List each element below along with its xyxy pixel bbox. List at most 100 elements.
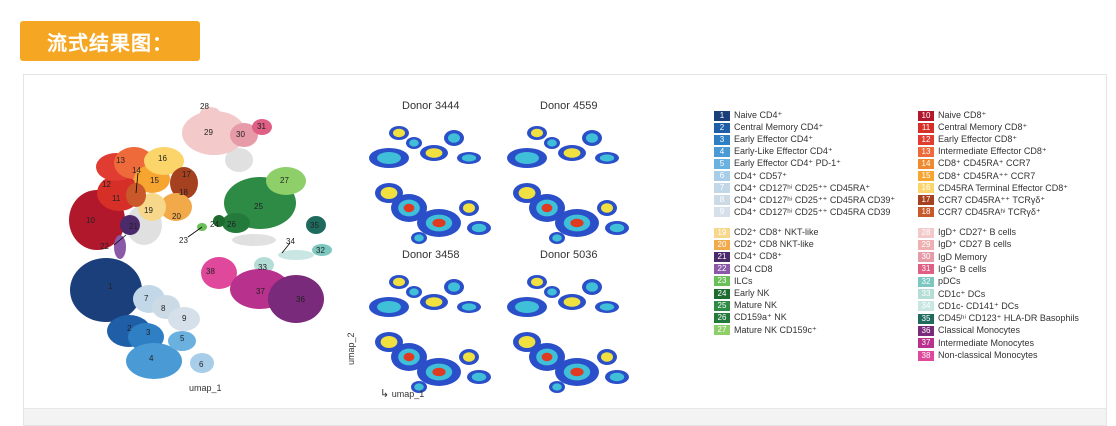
cluster-label: 24 bbox=[210, 220, 219, 229]
legend-item: 13 Intermediate Effector CD8⁺ bbox=[918, 146, 1047, 157]
cluster-label: 33 bbox=[258, 263, 267, 272]
density-core bbox=[380, 336, 398, 348]
legend-label: Central Memory CD4⁺ bbox=[734, 122, 824, 133]
legend-item: 9 CD4⁺ CD127ʰⁱ CD25⁺⁺ CD45RA CD39 bbox=[714, 207, 890, 218]
legend-swatch: 35 bbox=[918, 313, 934, 324]
cluster-label: 23 bbox=[179, 236, 188, 245]
legend-swatch: 8 bbox=[714, 195, 730, 206]
legend-label: CD1c- CD141⁺ DCs bbox=[938, 300, 1019, 311]
legend-label: CD8⁺ CD45RA⁺⁺ CCR7 bbox=[938, 170, 1036, 181]
donor-title: Donor 3458 bbox=[402, 249, 460, 261]
cluster-label: 12 bbox=[102, 180, 111, 189]
density-core bbox=[414, 234, 424, 242]
density-core bbox=[563, 297, 581, 307]
legend-label: CD4⁺ CD127ʰⁱ CD25⁺⁺ CD45RA⁺ bbox=[734, 182, 871, 193]
cluster-label: 6 bbox=[199, 360, 204, 369]
cluster-label: 14 bbox=[132, 166, 141, 175]
cluster-label: 11 bbox=[112, 194, 121, 203]
density-x-axis-label: ↳ umap_1 bbox=[380, 388, 425, 400]
density-core bbox=[471, 372, 487, 382]
density-core bbox=[586, 282, 598, 292]
donor-title: Donor 4559 bbox=[540, 100, 598, 112]
cluster-label: 34 bbox=[286, 237, 295, 246]
legend-label: Naive CD4⁺ bbox=[734, 110, 783, 120]
legend-swatch: 18 bbox=[918, 207, 934, 218]
density-peak bbox=[570, 367, 584, 377]
legend-item: 32 pDCs bbox=[918, 276, 961, 287]
density-core bbox=[463, 352, 475, 362]
density-peak bbox=[570, 218, 584, 228]
density-core bbox=[393, 277, 405, 287]
cluster-label: 16 bbox=[158, 154, 167, 163]
cluster-label: 1 bbox=[108, 282, 113, 291]
density-y-axis-label: umap_2 bbox=[346, 332, 356, 365]
cluster-label: 10 bbox=[86, 216, 95, 225]
legend-label: CD2⁺ CD8⁺ NKT-like bbox=[734, 227, 819, 237]
density-core bbox=[609, 223, 625, 233]
legend-item: 24 Early NK bbox=[714, 288, 770, 299]
cluster-label: 35 bbox=[310, 221, 319, 230]
legend-item: 15 CD8⁺ CD45RA⁺⁺ CCR7 bbox=[918, 171, 1035, 182]
cluster-label: 19 bbox=[144, 206, 153, 215]
legend-item: 3 Early Effector CD4⁺ bbox=[714, 134, 813, 145]
legend-label: Intermediate Effector CD8⁺ bbox=[938, 146, 1047, 157]
density-core bbox=[547, 139, 557, 147]
legend-label: CD4⁺ CD8⁺ bbox=[734, 251, 783, 262]
legend-label: pDCs bbox=[938, 276, 961, 287]
legend-label: CD4⁺ CD127ʰⁱ CD25⁺⁺ CD45RA CD39⁺ bbox=[734, 194, 896, 205]
legend-label: Intermediate Monocytes bbox=[938, 337, 1035, 348]
donor-title: Donor 3444 bbox=[402, 100, 460, 112]
density-core bbox=[471, 223, 487, 233]
density-core bbox=[586, 133, 598, 143]
legend-swatch: 33 bbox=[918, 289, 934, 299]
cluster-label: 21 bbox=[129, 222, 138, 231]
legend-swatch: 3 bbox=[714, 134, 730, 145]
legend-swatch: 19 bbox=[714, 227, 730, 238]
cluster-label: 20 bbox=[172, 212, 181, 221]
cluster-label: 36 bbox=[296, 295, 305, 304]
density-core bbox=[377, 301, 401, 313]
density-panel bbox=[369, 126, 491, 244]
legend-swatch: 25 bbox=[714, 300, 730, 311]
legend-label: CD4 CD8 bbox=[734, 263, 773, 274]
legend-swatch: 32 bbox=[918, 276, 934, 287]
legend-item: 38 Non-classical Monocytes bbox=[918, 350, 1038, 361]
legend-item: 28 IgD⁺ CD27⁺ B cells bbox=[918, 227, 1016, 238]
legend-swatch: 5 bbox=[714, 158, 730, 169]
legend-item: 11 Central Memory CD8⁺ bbox=[918, 122, 1027, 133]
legend-label: Early Effector CD4⁺ bbox=[734, 134, 814, 145]
cluster-label: 13 bbox=[116, 156, 125, 165]
legend-label: Classical Monocytes bbox=[938, 325, 1021, 336]
legend-swatch: 7 bbox=[714, 183, 730, 194]
cluster-label: 15 bbox=[150, 176, 159, 185]
density-core bbox=[409, 288, 419, 296]
legend-swatch: 15 bbox=[918, 171, 934, 181]
legend-swatch: 14 bbox=[918, 158, 934, 169]
legend-label: Early Effector CD4⁺ PD-1⁺ bbox=[734, 158, 841, 169]
density-core bbox=[531, 277, 543, 287]
legend-item: 19 CD2⁺ CD8⁺ NKT-like bbox=[714, 227, 819, 238]
density-core bbox=[409, 139, 419, 147]
legend-item: 18 CCR7 CD45RAʰⁱ TCRγδ⁺ bbox=[918, 207, 1041, 218]
legend-label: Naive CD8⁺ bbox=[938, 110, 987, 120]
cluster-label: 7 bbox=[144, 294, 149, 303]
legend-swatch: 10 bbox=[918, 110, 934, 121]
legend-item: 16 CD45RA Terminal Effector CD8⁺ bbox=[918, 183, 1068, 194]
legend-item: 12 Early Effector CD8⁺ bbox=[918, 134, 1017, 145]
legend-label: ILCs bbox=[734, 275, 753, 286]
legend-label: Early NK bbox=[734, 288, 770, 298]
cluster-label: 17 bbox=[182, 170, 191, 179]
legend-swatch: 23 bbox=[714, 276, 730, 287]
density-core bbox=[563, 148, 581, 158]
cluster-label: 18 bbox=[179, 188, 188, 197]
legend-label: Central Memory CD8⁺ bbox=[938, 122, 1028, 133]
legend-label: CD1c⁺ DCs bbox=[938, 288, 986, 299]
cluster-label: 4 bbox=[149, 354, 154, 363]
cluster-label: 8 bbox=[161, 304, 166, 313]
legend-item: 20 CD2⁺ CD8 NKT-like bbox=[714, 239, 814, 250]
density-core bbox=[515, 152, 539, 164]
density-core bbox=[425, 297, 443, 307]
cluster-label: 25 bbox=[254, 202, 263, 211]
umap-x-axis-label: umap_1 bbox=[189, 383, 222, 393]
density-peak bbox=[432, 218, 446, 228]
